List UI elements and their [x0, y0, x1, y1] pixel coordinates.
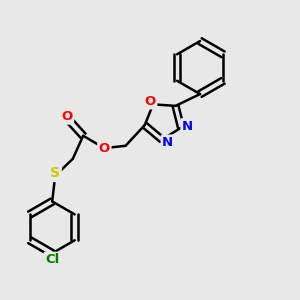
Text: O: O [99, 142, 110, 155]
Text: N: N [162, 136, 173, 149]
Text: Cl: Cl [45, 253, 59, 266]
Text: O: O [145, 95, 156, 108]
Text: S: S [50, 167, 60, 181]
Text: O: O [61, 110, 73, 123]
Text: N: N [182, 120, 193, 133]
